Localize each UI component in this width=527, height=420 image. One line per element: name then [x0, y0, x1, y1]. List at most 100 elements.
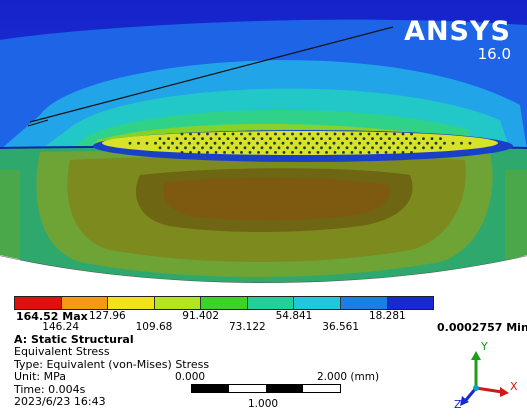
contact-dot — [362, 146, 366, 150]
contact-dot — [384, 132, 388, 136]
contact-dot — [128, 141, 132, 145]
scale-segment — [266, 385, 303, 392]
contact-dot — [226, 146, 230, 150]
contact-dot — [277, 146, 281, 150]
contact-dot — [324, 141, 327, 145]
contact-dot — [311, 146, 315, 150]
contact-dot — [248, 132, 252, 136]
contact-dot — [179, 141, 183, 145]
contact-dot — [388, 137, 391, 141]
contact-dot — [274, 132, 277, 136]
contact-dot — [316, 151, 320, 154]
contact-dot — [223, 132, 226, 136]
contact-dot — [342, 132, 345, 136]
contact-dot — [274, 151, 277, 154]
contact-dot — [345, 137, 349, 141]
contact-dot — [337, 146, 340, 150]
contact-dot — [286, 137, 289, 141]
contact-dot — [354, 137, 357, 141]
contact-dot — [235, 146, 238, 150]
contact-dot — [197, 151, 201, 154]
contact-dot — [243, 137, 247, 141]
contact-dot — [218, 146, 221, 150]
x-axis-arrow-icon — [500, 387, 509, 397]
scale-mid-label: 1.000 — [248, 398, 279, 410]
ansys-logo: ANSYS 16.0 — [404, 18, 511, 63]
contact-dot — [260, 146, 264, 150]
axis-triad[interactable]: Y X Z — [454, 340, 524, 410]
contact-dot — [294, 137, 298, 141]
contact-dot — [184, 137, 187, 141]
contact-dot — [145, 141, 149, 145]
contact-dot — [333, 151, 337, 154]
legend-swatch — [61, 297, 109, 309]
contact-dot — [294, 146, 298, 150]
contact-dot — [282, 132, 286, 136]
legend-color-bar — [14, 296, 434, 310]
contact-dot — [376, 132, 379, 136]
contact-dot — [235, 137, 238, 141]
contact-dot — [230, 141, 234, 145]
contact-dot — [273, 141, 276, 145]
scale-segment — [229, 385, 266, 392]
contact-dot — [359, 132, 362, 136]
contact-dot — [413, 137, 417, 141]
contact-dot — [281, 141, 285, 145]
result-type: Type: Equivalent (von-Mises) Stress — [14, 357, 210, 371]
contact-dot — [175, 137, 179, 141]
contact-dot — [167, 137, 170, 141]
contact-dot — [401, 151, 405, 154]
contact-dot — [209, 146, 213, 150]
contact-dot — [264, 141, 268, 145]
contact-dot — [320, 146, 323, 150]
legend-tick-label: 109.68 — [135, 321, 173, 333]
contact-dot — [375, 141, 378, 145]
contact-dot — [184, 146, 187, 150]
scale-left-label: 0.000 — [175, 371, 206, 383]
contact-dot — [277, 137, 281, 141]
contact-dot — [400, 141, 404, 145]
contact-dot — [189, 132, 192, 136]
contact-dot — [367, 151, 371, 154]
background-white — [0, 256, 527, 296]
contact-dot — [201, 146, 204, 150]
contact-dot — [167, 146, 170, 150]
contact-dot — [180, 132, 184, 136]
contact-dot — [405, 137, 408, 141]
legend-swatch — [154, 297, 202, 309]
contact-dot — [291, 151, 294, 154]
contact-dot — [430, 146, 434, 150]
legend-max-label: 164.52 Max — [16, 310, 88, 323]
contact-dot — [209, 137, 213, 141]
contact-dot — [252, 137, 255, 141]
legend-swatch — [108, 297, 155, 309]
contact-dot — [298, 141, 302, 145]
contact-dot — [291, 132, 294, 136]
contact-dot — [430, 137, 434, 141]
contact-dot — [269, 146, 272, 150]
contact-dot — [379, 137, 383, 141]
contact-dot — [192, 137, 196, 141]
contact-dot — [371, 146, 374, 150]
contact-dot — [197, 132, 201, 136]
scale-right-label: 2.000 (mm) — [317, 371, 380, 383]
contact-dot — [260, 137, 264, 141]
contact-dot — [308, 151, 311, 154]
contact-dot — [383, 141, 387, 145]
contact-dot — [175, 146, 179, 150]
contact-dot — [426, 141, 429, 145]
contact-dot — [376, 151, 379, 154]
contact-dot — [158, 146, 162, 150]
contact-dot — [468, 141, 472, 145]
contact-dot — [443, 141, 446, 145]
contact-dot — [158, 137, 162, 141]
contact-dot — [282, 151, 286, 154]
contact-dot — [189, 151, 192, 154]
contact-dot — [299, 132, 303, 136]
contact-dot — [315, 141, 319, 145]
result-date: 2023/6/23 16:43 — [14, 395, 106, 409]
y-axis-arrow-icon — [471, 351, 481, 360]
x-axis-icon — [475, 386, 503, 394]
contact-dot — [371, 137, 374, 141]
